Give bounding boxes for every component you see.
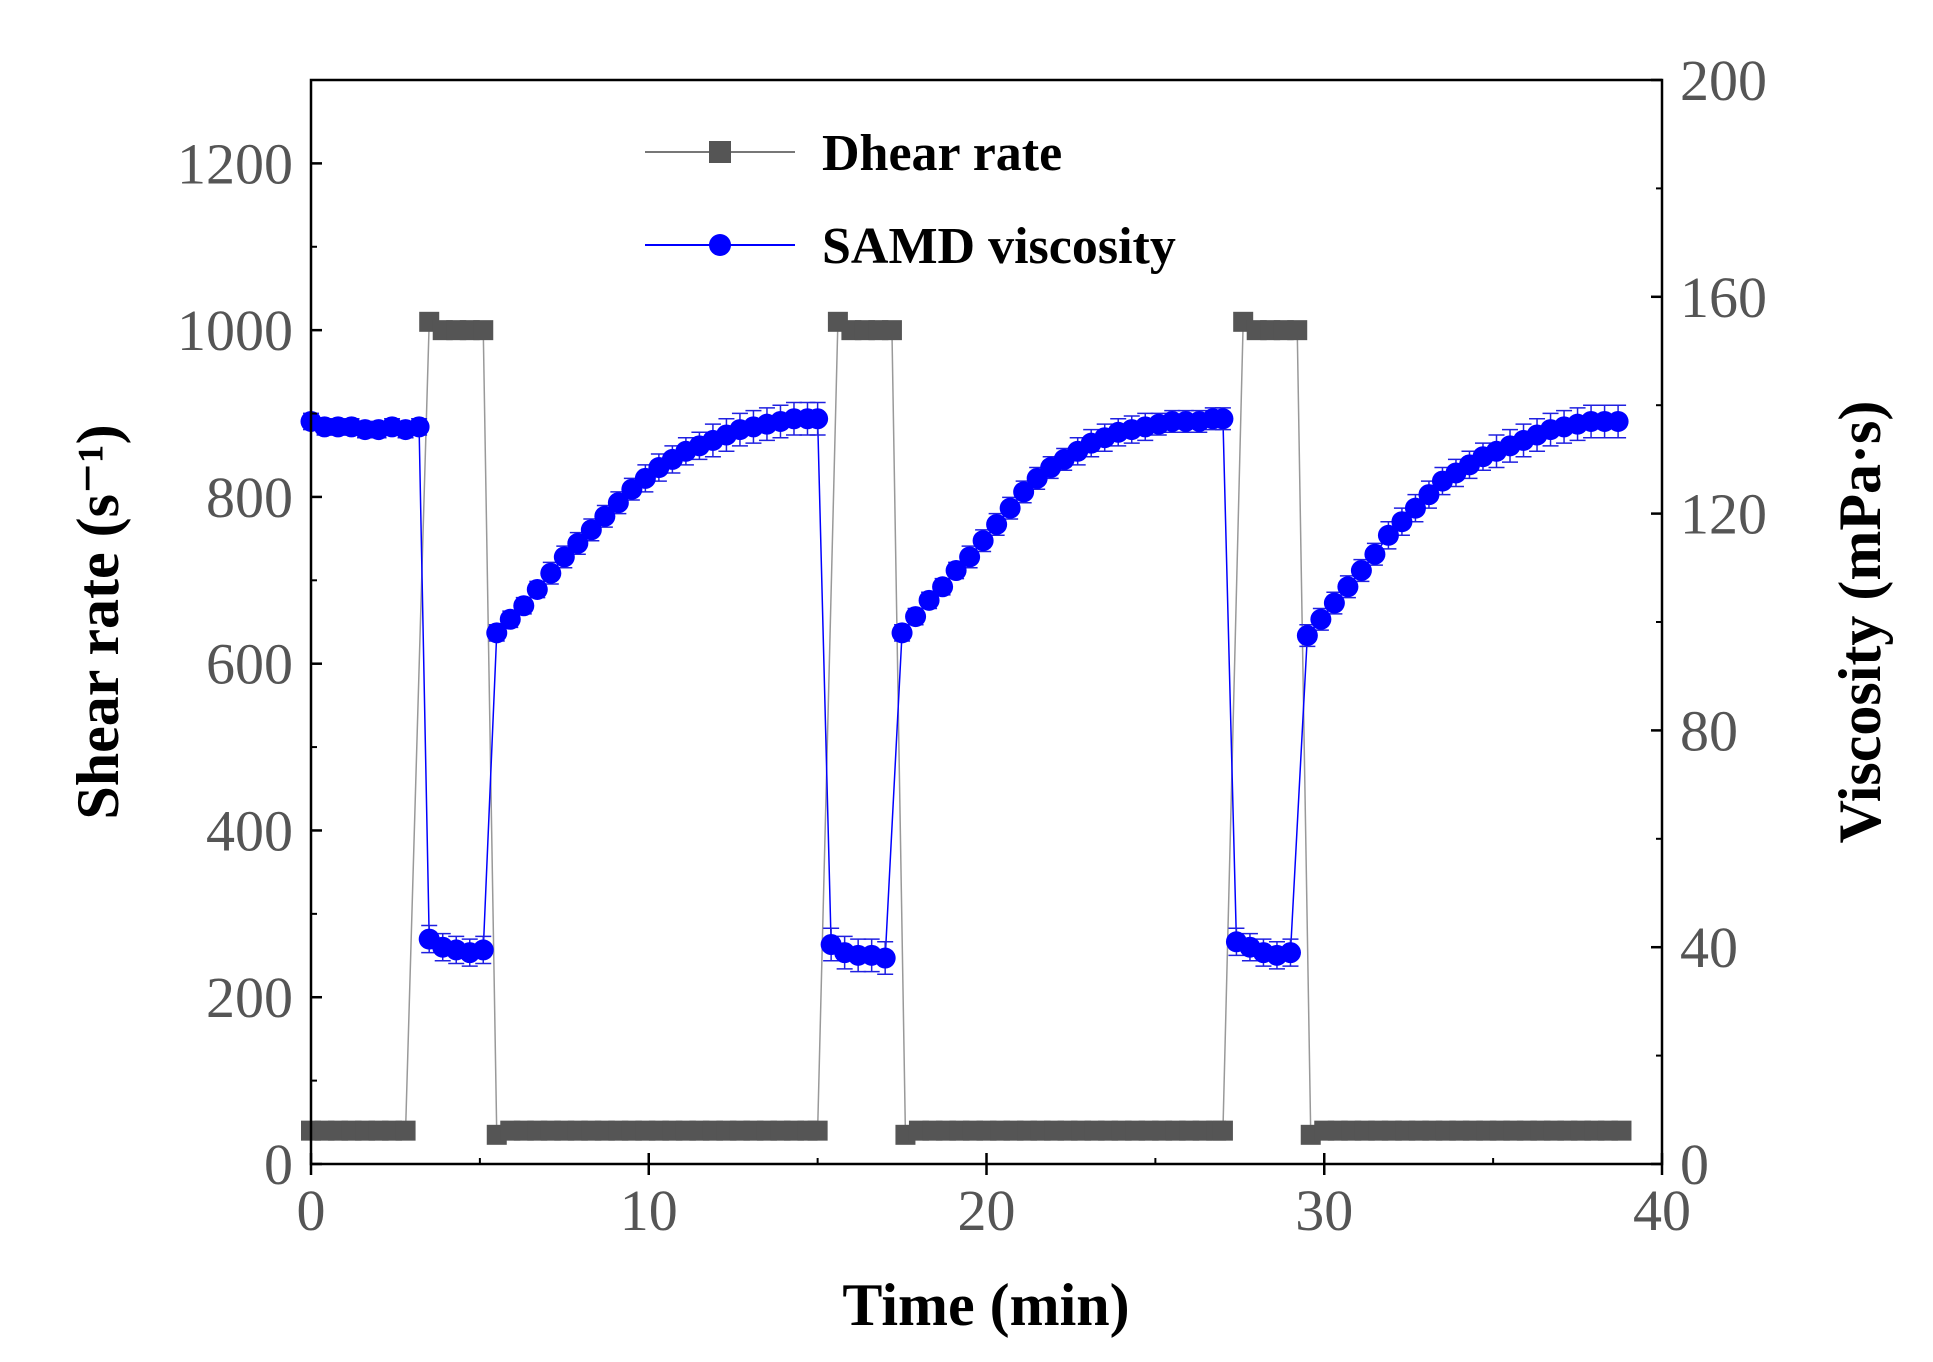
viscosity-point: [999, 497, 1021, 519]
shear-rate-point: [881, 320, 902, 341]
x-tick-label: 30: [1295, 1178, 1353, 1243]
legend: Dhear rate SAMD viscosity: [645, 125, 1176, 275]
y-left-tick-label: 1000: [177, 298, 293, 363]
viscosity-point: [1337, 576, 1359, 598]
shear-rate-point: [807, 1120, 828, 1141]
viscosity-point: [874, 947, 896, 969]
shear-rate-point: [395, 1120, 416, 1141]
x-tick-label: 20: [958, 1178, 1016, 1243]
y-axis-right-title: Viscosity (mPa·s): [1827, 401, 1893, 844]
viscosity-point: [1296, 625, 1318, 647]
viscosity-point: [1377, 524, 1399, 546]
y-right-tick-label: 80: [1680, 698, 1738, 763]
x-axis-title: Time (min): [842, 1272, 1129, 1338]
y-right-tick-label: 160: [1680, 265, 1767, 330]
viscosity-point: [499, 608, 521, 630]
shear-rate-point: [473, 320, 494, 341]
y-left-tick-label: 0: [264, 1132, 293, 1197]
viscosity-point: [540, 562, 562, 584]
viscosity-point: [891, 622, 913, 644]
viscosity-point: [972, 530, 994, 552]
x-tick-label: 10: [620, 1178, 678, 1243]
viscosity-point: [1212, 408, 1234, 430]
y-left-tick-label: 200: [206, 965, 293, 1030]
legend-label-shear: Dhear rate: [822, 125, 1062, 182]
y-right-tick-label: 120: [1680, 482, 1767, 547]
viscosity-point: [1418, 484, 1440, 506]
y-right-tick-label: 0: [1680, 1132, 1709, 1197]
legend-marker-shear: [709, 141, 731, 163]
legend-label-viscosity: SAMD viscosity: [822, 218, 1176, 275]
viscosity-point: [486, 622, 508, 644]
x-tick-label: 0: [297, 1178, 326, 1243]
y-left-tick-label: 800: [206, 465, 293, 530]
viscosity-point: [1323, 592, 1345, 614]
x-tick-label: 40: [1633, 1178, 1691, 1243]
viscosity-point: [553, 546, 575, 568]
viscosity-point: [580, 519, 602, 541]
y-left-tick-label: 400: [206, 798, 293, 863]
viscosity-point: [472, 939, 494, 961]
viscosity-point: [1364, 543, 1386, 565]
viscosity-point: [1310, 608, 1332, 630]
viscosity-point: [1013, 481, 1035, 503]
plot-content: [300, 311, 1632, 1145]
viscosity-point: [567, 532, 589, 554]
viscosity-point: [1279, 942, 1301, 964]
axis-ticks: 0 10 20 30 400200400600800100012000408012016…: [177, 48, 1767, 1243]
viscosity-point: [607, 492, 629, 514]
shear-rate-point: [1212, 1120, 1233, 1141]
viscosity-point: [1404, 497, 1426, 519]
viscosity-point: [905, 606, 927, 628]
y-left-tick-label: 1200: [177, 131, 293, 196]
viscosity-point: [918, 589, 940, 611]
y-right-tick-label: 200: [1680, 48, 1767, 113]
legend-marker-viscosity: [709, 234, 731, 256]
viscosity-point: [408, 416, 430, 438]
viscosity-point: [1607, 410, 1629, 432]
viscosity-point: [594, 505, 616, 527]
shear-rate-point: [1611, 1120, 1632, 1141]
y-right-tick-label: 40: [1680, 915, 1738, 980]
viscosity-point: [1391, 511, 1413, 533]
viscosity-point: [526, 578, 548, 600]
y-axis-left-title: Shear rate (s⁻¹): [65, 424, 131, 819]
viscosity-point: [986, 513, 1008, 535]
viscosity-point: [959, 546, 981, 568]
y-left-tick-label: 600: [206, 632, 293, 697]
viscosity-point: [1350, 560, 1372, 582]
viscosity-point: [932, 576, 954, 598]
viscosity-point: [807, 408, 829, 430]
shear-rate-point: [1287, 320, 1308, 341]
shear-rate-line: [311, 320, 1622, 1136]
viscosity-point: [513, 595, 535, 617]
viscosity-point: [945, 560, 967, 582]
